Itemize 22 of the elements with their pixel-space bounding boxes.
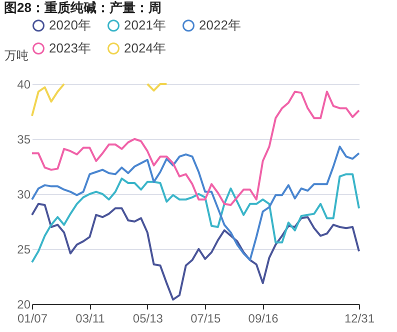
legend-label: 2024年 [124, 40, 166, 56]
x-tick-label: 09/16 [248, 312, 279, 326]
chart-title: 图28：重质纯碱：产量：周 [4, 0, 162, 15]
x-tick-label: 12/31 [344, 312, 375, 326]
y-tick-label: 25 [17, 242, 31, 256]
line-series [31, 202, 360, 301]
x-tick-label: 03/11 [76, 312, 106, 326]
legend-label: 2022年 [199, 18, 241, 33]
y-tick-label: 30 [17, 188, 31, 202]
line-series [31, 90, 360, 206]
y-tick-label: 35 [17, 132, 31, 146]
legend-label: 2023年 [49, 40, 91, 56]
x-tick-label: 01/07 [17, 312, 48, 326]
legend-label: 2021年 [124, 18, 166, 33]
x-tick-label: 07/15 [190, 312, 221, 326]
y-tick-label: 20 [17, 298, 31, 312]
legend-label: 2020年 [49, 18, 91, 33]
line-series [31, 173, 360, 264]
y-tick-label: 40 [17, 78, 31, 92]
line-series [31, 146, 360, 261]
x-tick-label: 05/13 [132, 312, 164, 326]
y-axis-title: 万吨 [4, 48, 28, 62]
